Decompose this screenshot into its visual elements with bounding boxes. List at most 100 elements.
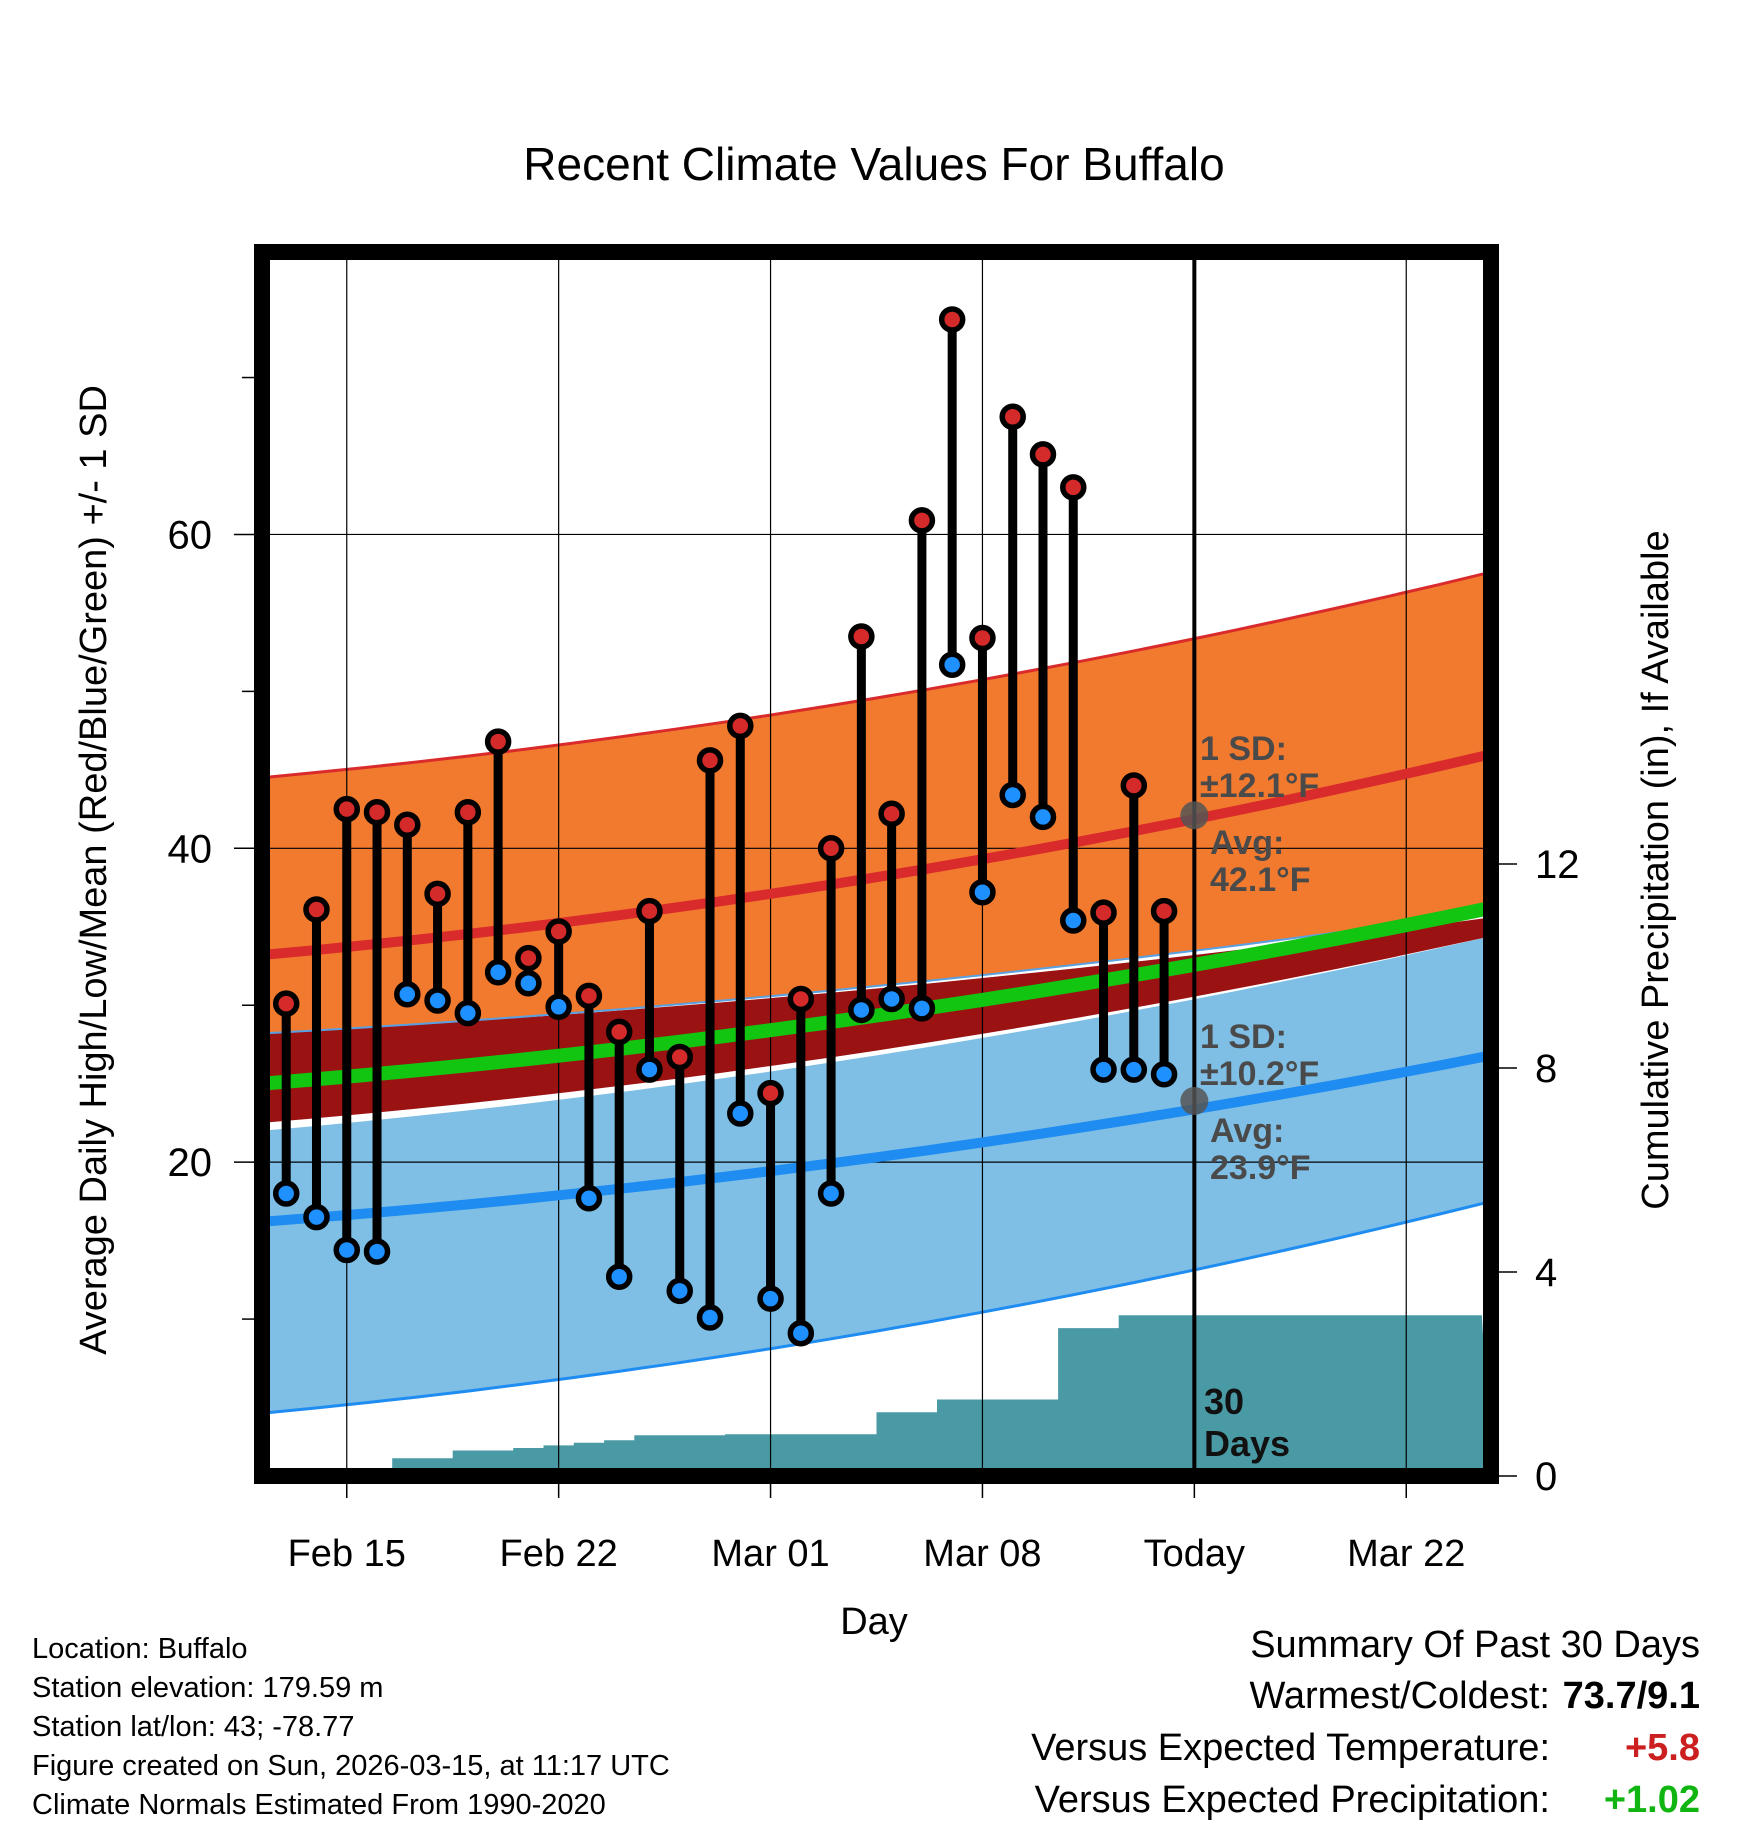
low-point-day-28	[1090, 1056, 1117, 1083]
low-point-day-13	[636, 1056, 663, 1083]
mean-line	[261, 901, 1493, 1091]
axes: Feb 15 Feb 22 Mar 01 Mar 08 Today Mar 2220406…	[168, 376, 1580, 1575]
low-avg-line2: 23.9°F	[1210, 1149, 1311, 1187]
high-point-day-18	[787, 985, 815, 1013]
warm-cold-value: 73.7/9.1	[1562, 1675, 1700, 1717]
high-point-day-20	[848, 623, 875, 650]
plot-frame	[254, 244, 1499, 1484]
normals-period-text: Climate Normals Estimated From 1990-2020	[32, 1789, 606, 1821]
summary-title: Summary Of Past 30 Days	[1250, 1624, 1700, 1666]
x-tick-label: Feb 15	[288, 1533, 406, 1575]
warm-cold-label: Warmest/Coldest:	[1249, 1675, 1550, 1717]
low-sd-line1: 1 SD:	[1200, 1018, 1287, 1056]
low-point-day-19	[817, 1180, 845, 1207]
high-point-day-9	[515, 944, 542, 972]
today-high-avg-marker	[1180, 801, 1209, 830]
temp-label: Versus Expected Temperature:	[1031, 1727, 1550, 1769]
low-point-day-17	[757, 1285, 784, 1312]
high-sd-line2: ±12.1°F	[1200, 767, 1320, 805]
x-tick-label: Mar 01	[711, 1533, 829, 1575]
high-point-day-13	[636, 897, 663, 925]
high-point-day-12	[605, 1018, 633, 1046]
temp-value: +5.8	[1624, 1727, 1700, 1769]
high-point-day-1	[272, 990, 300, 1017]
high-point-day-23	[938, 306, 966, 333]
high-point-day-14	[666, 1043, 693, 1071]
low-point-day-22	[908, 995, 936, 1022]
high-point-day-8	[484, 728, 512, 755]
high-point-day-25	[999, 403, 1026, 431]
x-axis-label: Day	[840, 1601, 908, 1643]
y2-axis-label: Cumulative Precipitation (in), If Availa…	[1635, 530, 1677, 1209]
high-point-day-27	[1060, 474, 1087, 501]
high-sd-line1: 1 SD:	[1200, 730, 1287, 768]
high-point-day-10	[545, 918, 572, 945]
high-point-day-7	[454, 798, 482, 826]
low-point-day-20	[848, 996, 875, 1024]
x-tick-label: Feb 22	[499, 1533, 617, 1575]
high-point-day-21	[878, 800, 905, 828]
low-sd-bottom-edge	[261, 1199, 1492, 1415]
low-avg-line1: Avg:	[1210, 1112, 1285, 1150]
days-label: 30 Days	[1204, 1384, 1290, 1462]
low-point-day-6	[424, 987, 451, 1014]
low-avg-label: Avg: 23.9°F	[1210, 1114, 1311, 1185]
y2-tick-label: 4	[1535, 1251, 1557, 1295]
low-point-day-5	[394, 980, 421, 1008]
high-avg-line2: 42.1°F	[1210, 861, 1311, 899]
high-point-day-22	[908, 507, 936, 534]
low-point-day-23	[938, 651, 966, 678]
days-count: 30	[1204, 1381, 1245, 1422]
low-point-day-29	[1120, 1056, 1148, 1083]
high-sd-label: 1 SD: ±12.1°F	[1200, 732, 1319, 803]
low-sd-label: 1 SD: ±10.2°F	[1200, 1020, 1319, 1091]
y-tick-label: 20	[168, 1141, 213, 1185]
precip-value: +1.02	[1603, 1779, 1700, 1821]
summary-precip: Versus Expected Precipitation: +1.02	[1035, 1779, 1700, 1822]
low-point-day-1	[272, 1180, 300, 1207]
daily-markers	[272, 306, 1209, 1347]
low-point-day-16	[727, 1100, 754, 1127]
y2-tick-label: 8	[1535, 1047, 1557, 1091]
high-point-day-28	[1090, 899, 1117, 926]
high-point-day-6	[424, 880, 451, 908]
high-point-day-19	[817, 835, 845, 862]
high-point-day-15	[696, 747, 724, 774]
low-point-day-4	[363, 1238, 391, 1265]
high-point-day-16	[727, 712, 754, 740]
low-point-day-8	[484, 959, 512, 986]
days-word: Days	[1204, 1423, 1291, 1464]
high-point-day-4	[363, 798, 391, 826]
high-point-day-29	[1120, 772, 1148, 799]
high-point-day-2	[303, 896, 330, 923]
summary-warm-cold: Warmest/Coldest: 73.7/9.1	[1249, 1675, 1700, 1718]
low-point-day-26	[1029, 803, 1057, 831]
elevation-text: Station elevation: 179.59 m	[32, 1672, 384, 1704]
low-point-day-11	[575, 1184, 603, 1212]
x-tick-label: Mar 22	[1347, 1533, 1465, 1575]
created-text: Figure created on Sun, 2026-03-15, at 11…	[32, 1750, 670, 1782]
y2-tick-label: 12	[1535, 843, 1580, 887]
low-point-day-24	[969, 878, 996, 906]
low-point-day-2	[303, 1203, 330, 1231]
high-sd-top-edge	[261, 570, 1492, 780]
y-axis-label: Average Daily High/Low/Mean (Red/Blue/Gr…	[73, 385, 115, 1355]
today-low-avg-marker	[1180, 1086, 1209, 1115]
y-tick-label: 60	[168, 513, 213, 557]
low-point-day-27	[1060, 907, 1087, 934]
high-avg-label: Avg: 42.1°F	[1210, 826, 1311, 897]
high-point-day-11	[575, 982, 603, 1010]
high-point-day-3	[333, 795, 361, 823]
low-point-day-9	[515, 970, 542, 997]
precip-label: Versus Expected Precipitation:	[1034, 1779, 1550, 1821]
low-sd-band	[262, 936, 1491, 1414]
chart-title: Recent Climate Values For Buffalo	[523, 138, 1224, 190]
high-point-day-5	[394, 811, 421, 839]
precip-area	[262, 1315, 1491, 1476]
low-point-day-7	[454, 999, 482, 1027]
y2-tick-label: 0	[1535, 1455, 1557, 1499]
latlon-text: Station lat/lon: 43; -78.77	[32, 1711, 355, 1743]
low-point-day-15	[696, 1304, 724, 1331]
low-point-day-3	[333, 1236, 361, 1264]
